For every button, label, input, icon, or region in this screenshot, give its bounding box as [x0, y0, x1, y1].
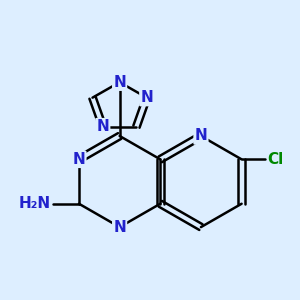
- Text: N: N: [73, 152, 85, 167]
- Text: N: N: [113, 75, 126, 90]
- Text: H₂N: H₂N: [19, 196, 51, 211]
- Text: N: N: [113, 220, 126, 235]
- Text: N: N: [195, 128, 207, 143]
- Text: Cl: Cl: [267, 152, 284, 167]
- Text: N: N: [140, 90, 153, 105]
- Text: N: N: [96, 119, 109, 134]
